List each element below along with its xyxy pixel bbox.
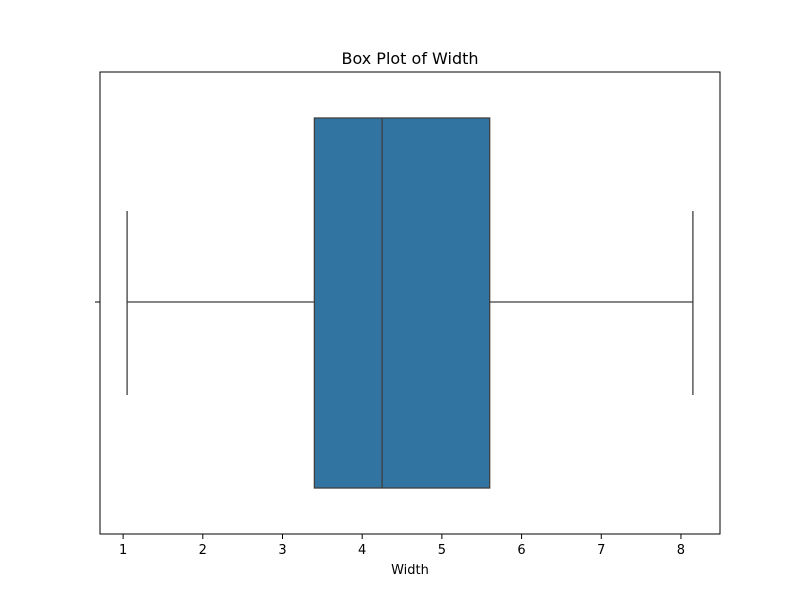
chart-title: Box Plot of Width bbox=[341, 49, 478, 68]
x-tick-label: 8 bbox=[677, 543, 685, 558]
x-axis-ticks: 1 2 3 4 5 6 7 8 bbox=[119, 534, 685, 558]
x-axis-label: Width bbox=[391, 563, 429, 578]
interquartile-box bbox=[313, 117, 491, 489]
plot-marks bbox=[126, 117, 694, 489]
x-tick-label: 3 bbox=[278, 543, 286, 558]
x-tick-label: 4 bbox=[358, 543, 366, 558]
x-tick-label: 1 bbox=[119, 543, 127, 558]
x-tick-label: 6 bbox=[517, 543, 525, 558]
x-tick-label: 5 bbox=[438, 543, 446, 558]
plot-frame bbox=[99, 71, 721, 535]
x-tick-label: 2 bbox=[199, 543, 207, 558]
x-tick-label: 7 bbox=[597, 543, 605, 558]
